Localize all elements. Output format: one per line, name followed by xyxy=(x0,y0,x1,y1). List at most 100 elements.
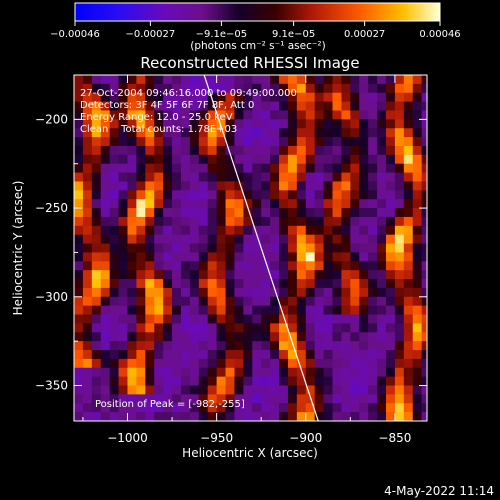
heatmap-cell xyxy=(109,403,120,413)
heatmap-cell xyxy=(118,110,129,120)
heatmap-cell xyxy=(412,83,423,94)
heatmap-cell xyxy=(270,305,280,316)
heatmap-cell xyxy=(350,296,360,307)
heatmap-cell xyxy=(377,190,387,200)
heatmap-cell xyxy=(100,376,111,387)
heatmap-cell xyxy=(243,181,253,191)
heatmap-cell xyxy=(421,305,427,316)
heatmap-cell xyxy=(305,287,316,298)
heatmap-cell xyxy=(234,412,244,421)
heatmap-cell xyxy=(261,234,271,245)
heatmap-cell xyxy=(109,252,120,262)
heatmap-cell xyxy=(91,287,102,298)
heatmap-cell xyxy=(82,341,93,351)
heatmap-cell xyxy=(412,225,423,236)
heatmap-cell xyxy=(154,83,164,94)
heatmap-cell xyxy=(74,243,84,254)
heatmap-cell xyxy=(136,323,146,333)
heatmap-cell xyxy=(314,287,325,298)
heatmap-cell xyxy=(261,270,271,280)
heatmap-cell xyxy=(261,190,271,200)
heatmap-cell xyxy=(412,137,423,147)
heatmap-cell xyxy=(368,92,378,103)
heatmap-cell xyxy=(403,119,414,129)
heatmap-cell xyxy=(154,305,164,316)
heatmap-cell xyxy=(243,243,253,254)
heatmap-cell xyxy=(350,243,360,254)
heatmap-cell xyxy=(368,101,378,112)
heatmap-cell xyxy=(323,403,334,413)
heatmap-cell xyxy=(172,101,182,112)
heatmap-cell xyxy=(207,314,218,325)
heatmap-cell xyxy=(74,287,84,298)
heatmap-cell xyxy=(350,154,360,165)
heatmap-cell xyxy=(91,332,102,342)
heatmap-cell xyxy=(243,252,253,262)
heatmap-cell xyxy=(359,225,369,236)
heatmap-cell xyxy=(421,234,427,245)
heatmap-cell xyxy=(127,270,137,280)
annotation-energy: Energy Range: 12.0 - 25.0 keV xyxy=(80,112,233,123)
heatmap-cell xyxy=(314,208,325,218)
heatmap-cell xyxy=(314,385,325,395)
heatmap-cell xyxy=(287,92,298,103)
heatmap-cell xyxy=(91,261,102,271)
heatmap-cell xyxy=(100,101,111,112)
heatmap-cell xyxy=(180,385,191,395)
heatmap-cell xyxy=(421,128,427,138)
heatmap-cell xyxy=(216,128,227,138)
heatmap-cell xyxy=(234,314,244,325)
heatmap-cell xyxy=(91,199,102,209)
heatmap-cell xyxy=(287,243,298,254)
heatmap-cell xyxy=(368,385,378,395)
heatmap-cell xyxy=(225,287,236,298)
heatmap-cell xyxy=(332,376,343,387)
heatmap-cell xyxy=(323,101,334,112)
heatmap-cell xyxy=(377,243,387,254)
heatmap-cell xyxy=(118,261,129,271)
heatmap-cell xyxy=(305,234,316,245)
heatmap-cell xyxy=(341,172,351,183)
heatmap-cell xyxy=(109,367,120,378)
heatmap-cell xyxy=(368,75,378,85)
heatmap-cell xyxy=(252,394,262,404)
heatmap-cell xyxy=(136,92,146,103)
heatmap-cell xyxy=(287,216,298,227)
heatmap-cell xyxy=(198,243,209,254)
heatmap-cell xyxy=(368,350,378,360)
heatmap-cell xyxy=(154,154,164,165)
heatmap-cell xyxy=(145,270,155,280)
heatmap-cell xyxy=(198,225,209,236)
heatmap-cell xyxy=(180,163,191,174)
heatmap-cell xyxy=(82,208,93,218)
heatmap-cell xyxy=(216,279,227,289)
heatmap-cell xyxy=(225,137,236,147)
heatmap-cell xyxy=(100,323,111,333)
heatmap-cell xyxy=(127,358,137,369)
heatmap-cell xyxy=(323,350,334,360)
heatmap-cell xyxy=(207,376,218,387)
heatmap-cell xyxy=(368,394,378,404)
heatmap-cell xyxy=(82,234,93,245)
heatmap-cell xyxy=(270,385,280,395)
heatmap-cell xyxy=(243,394,253,404)
heatmap-cell xyxy=(359,367,369,378)
heatmap-cell xyxy=(394,350,405,360)
heatmap-cell xyxy=(82,261,93,271)
heatmap-cell xyxy=(216,394,227,404)
heatmap-cell xyxy=(172,252,182,262)
heatmap-cell xyxy=(234,270,244,280)
heatmap-cell xyxy=(127,412,137,421)
heatmap-cell xyxy=(100,75,111,85)
heatmap-cell xyxy=(359,287,369,298)
heatmap-cell xyxy=(216,341,227,351)
heatmap-cell xyxy=(296,332,307,342)
heatmap-cell xyxy=(91,154,102,165)
heatmap-cell xyxy=(198,101,209,112)
heatmap-cell xyxy=(377,358,387,369)
heatmap-cell xyxy=(252,110,262,120)
heatmap-cell xyxy=(332,137,343,147)
heatmap-cell xyxy=(163,332,173,342)
heatmap-cell xyxy=(359,261,369,271)
heatmap-cell xyxy=(82,305,93,316)
